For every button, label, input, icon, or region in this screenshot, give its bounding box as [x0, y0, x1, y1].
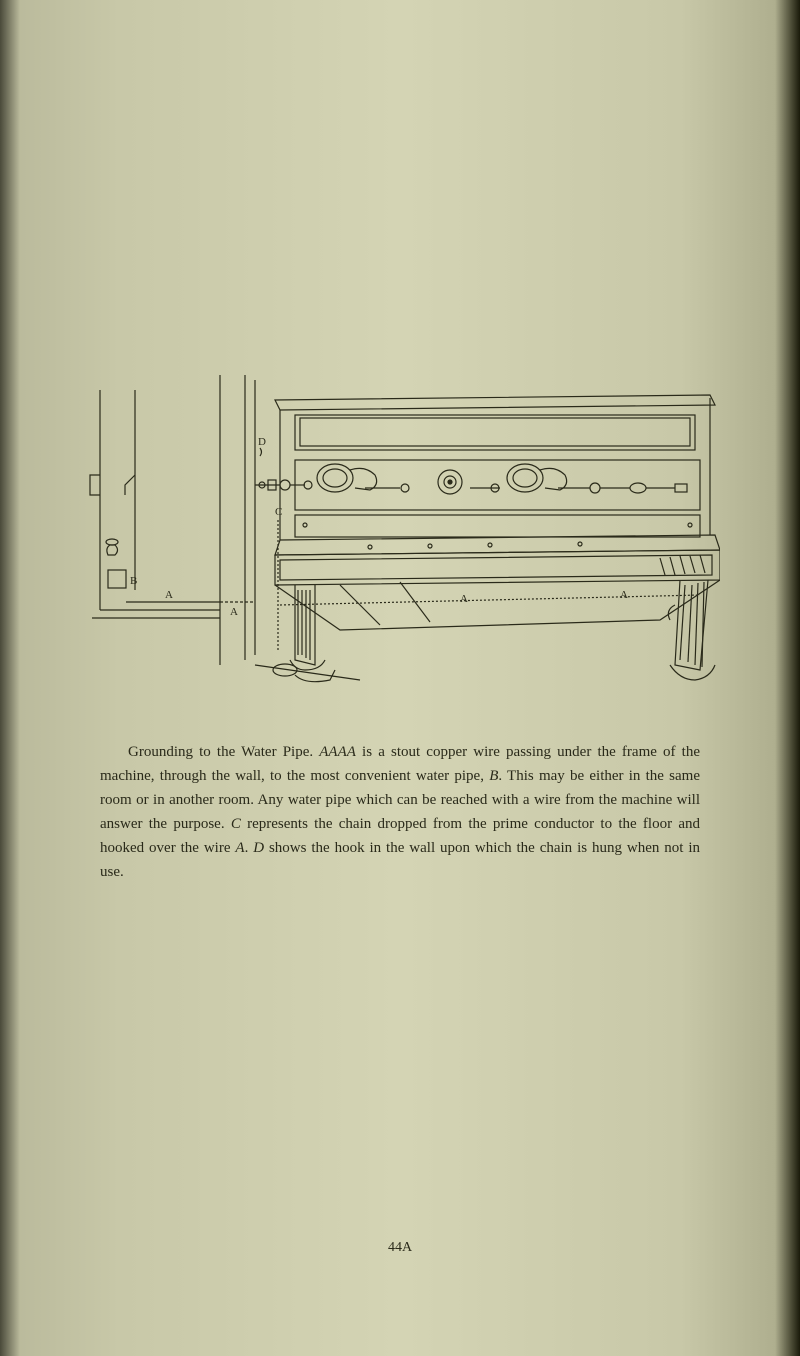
grounding-diagram: B A A D [80, 370, 720, 710]
caption-label-C: C [231, 816, 241, 832]
svg-text:A: A [620, 589, 628, 601]
svg-text:A: A [165, 589, 173, 601]
figure-illustration: B A A D [80, 370, 720, 710]
page-content: B A A D [60, 0, 740, 1356]
caption-part-0: Grounding to the Water Pipe. [128, 744, 319, 760]
caption-label-A: A [235, 840, 244, 856]
page-number: 44A [60, 1240, 740, 1256]
caption-part-8: . [245, 840, 254, 856]
svg-text:B: B [130, 575, 137, 587]
svg-text:C: C [275, 506, 282, 518]
caption-label-AAAA: AAAA [319, 744, 356, 760]
left-page-edge [0, 0, 20, 1356]
right-page-edge [775, 0, 800, 1356]
svg-text:A: A [460, 593, 468, 605]
svg-text:A: A [230, 606, 238, 618]
caption-label-D: D [253, 840, 264, 856]
svg-text:D: D [258, 436, 266, 448]
figure-caption: Grounding to the Water Pipe. AAAA is a s… [100, 740, 700, 884]
caption-label-B: B [489, 768, 498, 784]
